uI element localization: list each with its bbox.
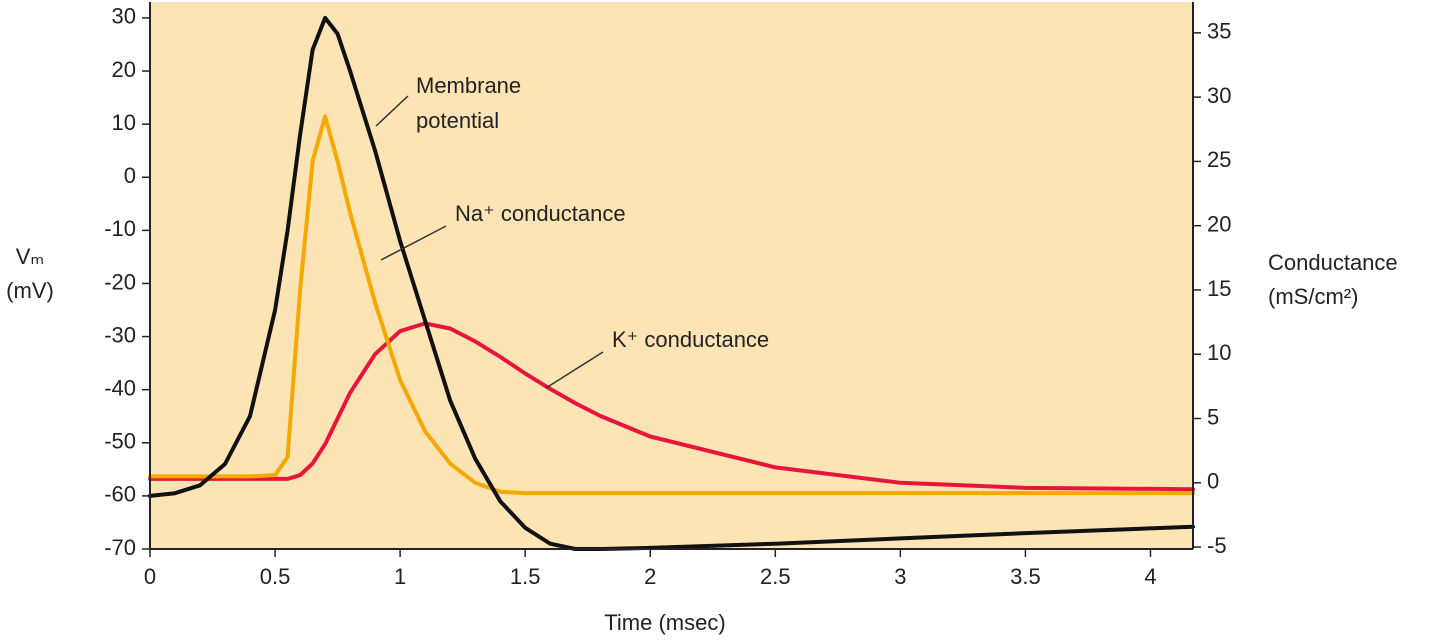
legend-label: potential [416,108,499,133]
y-tick-label: -20 [104,269,136,294]
y-tick-label: -70 [104,535,136,560]
y2-tick-label: 15 [1207,276,1231,301]
data-line [148,321,1195,492]
y2-tick-label: 35 [1207,19,1231,44]
y2-axis-label: Conductance [1268,250,1398,275]
y-tick-label: -30 [104,322,136,347]
x-axis-label: Time (msec) [604,610,725,635]
y-tick-label: 0 [124,163,136,188]
x-tick-label: 2 [644,564,656,589]
x-tick-label: 1.5 [510,564,541,589]
y-tick-label: -60 [104,482,136,507]
x-tick-label: 3.5 [1010,564,1041,589]
y2-tick-label: -5 [1207,533,1227,558]
y-tick-label: 10 [112,110,136,135]
data-line [148,114,1195,496]
x-tick-label: 4 [1144,564,1156,589]
x-tick-label: 0 [144,564,156,589]
x-tick-label: 3 [894,564,906,589]
y-tick-label: 20 [112,57,136,82]
y-tick-label: -10 [104,216,136,241]
y2-tick-label: 10 [1207,340,1231,365]
legend-label: K⁺ conductance [612,327,769,352]
annotation-leader [380,225,447,261]
plot-background [150,2,1193,549]
y2-tick-label: 30 [1207,83,1231,108]
y-axis-label: (mV) [6,278,54,303]
y2-tick-label: 5 [1207,404,1219,429]
x-tick-label: 2.5 [760,564,791,589]
legend-label: Membrane [416,73,521,98]
y2-axis-label: (mS/cm²) [1268,284,1358,309]
y-tick-label: -50 [104,429,136,454]
plot-area: 0 0.5 1 1.5 2 2.5 3 3.5 4-70-60-50-40-30-20-1001… [104,2,1231,589]
y2-tick-label: 25 [1207,147,1231,172]
y2-tick-label: 20 [1207,211,1231,236]
y2-tick-label: 0 [1207,469,1219,494]
x-tick-label: 1 [394,564,406,589]
y-axis-label: Vₘ [16,244,44,269]
y-tick-label: -40 [104,375,136,400]
y-tick-label: 30 [112,4,136,29]
legend-label: Na⁺ conductance [455,201,626,226]
x-tick-label: 0.5 [260,564,291,589]
annotation-leader [545,351,604,389]
annotation-leader [375,95,409,127]
